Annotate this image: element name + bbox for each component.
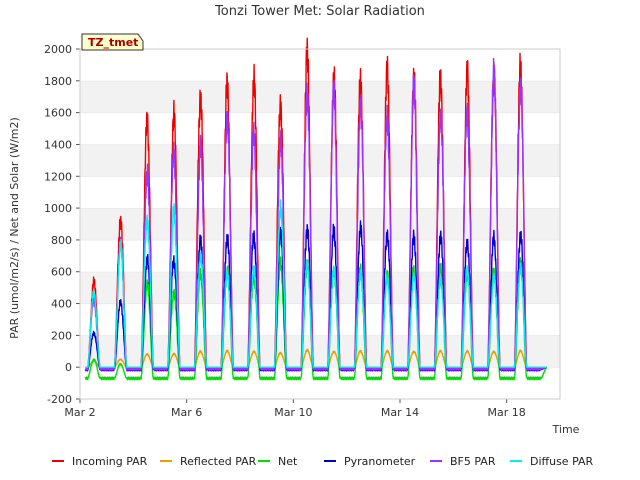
y-tick-label: 400 — [51, 298, 72, 311]
legend-entry: Net — [278, 455, 298, 468]
grid-band — [80, 80, 560, 113]
y-axis-label: PAR (umol/m2/s) / Net and Solar (W/m2) — [8, 117, 21, 339]
legend-entry: Diffuse PAR — [530, 455, 594, 468]
grid-band — [80, 335, 560, 368]
y-axis-ticks: -200 0 200 400 600 800 1000 1200 1400 1600 1800 200… — [44, 43, 80, 406]
legend-entry: Incoming PAR — [72, 455, 148, 468]
grid-band — [80, 112, 560, 145]
y-tick-label: -200 — [47, 393, 72, 406]
y-tick-label: 0 — [65, 361, 72, 374]
badge-label: TZ_tmet — [88, 36, 138, 49]
tz-badge: TZ_tmet — [81, 33, 144, 51]
x-tick-label: Mar 2 — [64, 406, 95, 419]
y-tick-label: 1400 — [44, 138, 72, 151]
y-tick-label: 1000 — [44, 202, 72, 215]
grid-band — [80, 144, 560, 177]
grid-band — [80, 271, 560, 304]
x-tick-label: Mar 6 — [171, 406, 202, 419]
series-lines — [84, 37, 548, 381]
x-tick-label: Mar 10 — [274, 406, 312, 419]
grid-band — [80, 303, 560, 336]
y-tick-label: 1800 — [44, 75, 72, 88]
y-tick-label: 1200 — [44, 170, 72, 183]
legend: Incoming PAR Reflected PAR Net Pyranometer B… — [52, 455, 594, 468]
y-tick-label: 2000 — [44, 43, 72, 56]
legend-entry: BF5 PAR — [450, 455, 496, 468]
grid-band — [80, 239, 560, 272]
chart-title: Tonzi Tower Met: Solar Radiation — [214, 4, 425, 19]
y-tick-label: 1600 — [44, 107, 72, 120]
legend-entry: Reflected PAR — [180, 455, 257, 468]
x-tick-label: Mar 18 — [488, 406, 526, 419]
grid-band — [80, 367, 560, 399]
y-tick-label: 800 — [51, 234, 72, 247]
grid-bands — [80, 48, 560, 399]
x-axis-label: Time — [552, 423, 580, 436]
plot-frame — [79, 48, 561, 400]
grid-band — [80, 49, 560, 81]
legend-entry: Pyranometer — [344, 455, 416, 468]
badge-shape — [81, 33, 144, 51]
series-line — [84, 199, 548, 368]
x-axis-ticks: Mar 2 Mar 6 Mar 10 Mar 14 Mar 18 — [64, 399, 526, 419]
grid-band — [80, 208, 560, 240]
y-tick-label: 600 — [51, 266, 72, 279]
y-tick-label: 200 — [51, 329, 72, 342]
x-tick-label: Mar 14 — [381, 406, 419, 419]
grid-band — [80, 176, 560, 209]
